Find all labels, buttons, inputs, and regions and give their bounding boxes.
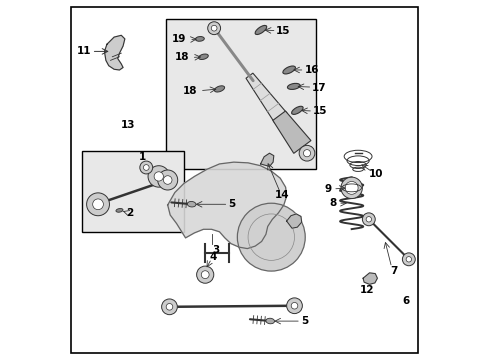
- Polygon shape: [272, 111, 310, 153]
- Circle shape: [211, 25, 217, 31]
- Circle shape: [154, 172, 163, 181]
- Text: 17: 17: [311, 83, 326, 93]
- Ellipse shape: [214, 86, 224, 92]
- Bar: [165, 19, 315, 169]
- Text: 10: 10: [368, 169, 383, 179]
- Text: 5: 5: [228, 199, 235, 209]
- Polygon shape: [167, 162, 286, 249]
- Circle shape: [299, 145, 314, 161]
- Ellipse shape: [287, 84, 300, 89]
- Ellipse shape: [265, 318, 274, 324]
- Text: 18: 18: [183, 86, 197, 96]
- Text: 1: 1: [139, 152, 146, 162]
- Ellipse shape: [282, 66, 295, 74]
- Polygon shape: [286, 214, 301, 228]
- Circle shape: [86, 193, 109, 216]
- Circle shape: [291, 302, 297, 309]
- Circle shape: [157, 170, 177, 190]
- Text: 16: 16: [304, 65, 318, 75]
- Circle shape: [162, 299, 177, 315]
- Text: 15: 15: [275, 26, 290, 36]
- Polygon shape: [245, 73, 287, 123]
- Text: 19: 19: [172, 33, 186, 44]
- Circle shape: [148, 166, 169, 187]
- Text: 9: 9: [324, 184, 331, 194]
- Polygon shape: [104, 35, 124, 70]
- Circle shape: [93, 199, 103, 210]
- Circle shape: [402, 253, 414, 266]
- Circle shape: [201, 271, 209, 279]
- Text: 11: 11: [76, 46, 91, 57]
- Circle shape: [196, 266, 213, 283]
- Circle shape: [406, 257, 411, 262]
- Circle shape: [345, 181, 357, 194]
- Text: 14: 14: [274, 190, 289, 200]
- Circle shape: [340, 177, 362, 199]
- Text: 12: 12: [359, 285, 373, 295]
- Circle shape: [237, 203, 305, 271]
- Circle shape: [303, 150, 310, 157]
- Text: 6: 6: [402, 296, 409, 306]
- Text: 7: 7: [389, 266, 397, 276]
- Text: 3: 3: [212, 245, 219, 255]
- Ellipse shape: [187, 202, 196, 207]
- Circle shape: [362, 213, 374, 226]
- Text: 18: 18: [174, 52, 189, 62]
- Circle shape: [163, 176, 172, 184]
- Ellipse shape: [291, 106, 303, 114]
- Polygon shape: [363, 273, 377, 284]
- Circle shape: [366, 217, 371, 222]
- Polygon shape: [260, 153, 273, 166]
- Circle shape: [140, 161, 152, 174]
- Text: 15: 15: [312, 107, 327, 116]
- Bar: [82, 152, 183, 232]
- Ellipse shape: [198, 54, 208, 59]
- Circle shape: [286, 298, 302, 314]
- Text: 5: 5: [300, 316, 307, 326]
- Ellipse shape: [255, 26, 266, 35]
- Ellipse shape: [195, 37, 204, 41]
- Text: 8: 8: [329, 198, 336, 208]
- Ellipse shape: [116, 208, 123, 212]
- Circle shape: [207, 22, 220, 35]
- Circle shape: [143, 165, 149, 170]
- Circle shape: [166, 303, 172, 310]
- Text: 4: 4: [209, 252, 216, 262]
- Text: 13: 13: [121, 120, 135, 130]
- Text: 2: 2: [126, 208, 134, 218]
